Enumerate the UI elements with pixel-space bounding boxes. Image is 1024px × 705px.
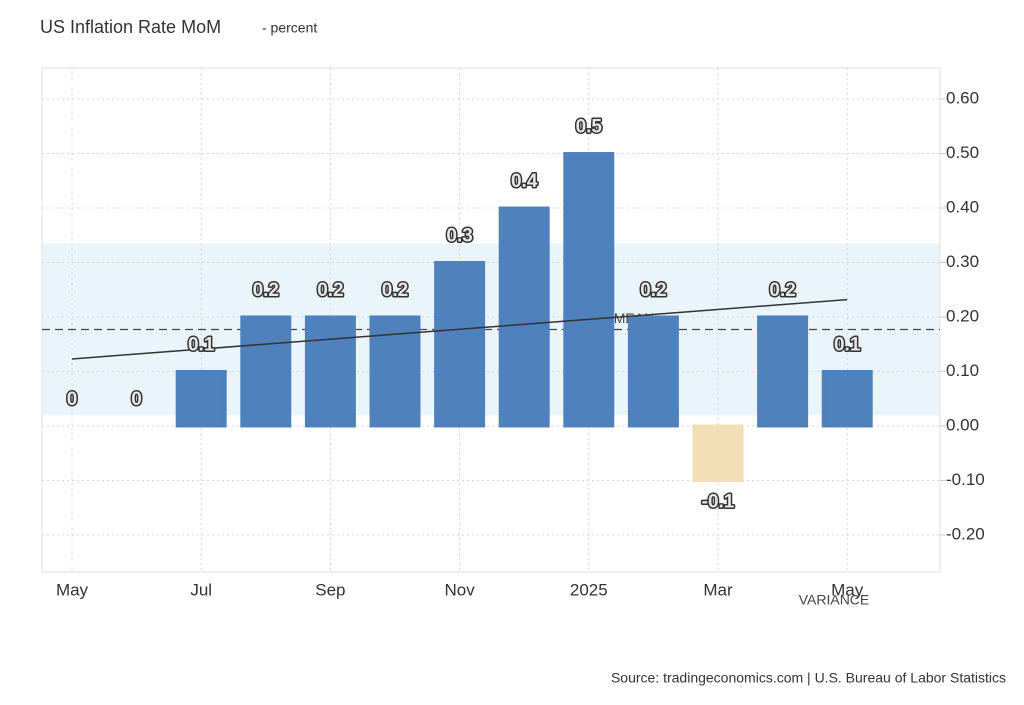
value-label: -0.1	[702, 491, 735, 512]
y-tick-label: 0.20	[946, 306, 979, 325]
value-label: 0	[67, 389, 78, 410]
chart-subtitle: - percent	[262, 20, 317, 36]
y-tick-label: 0.50	[946, 143, 979, 162]
bar	[434, 261, 486, 428]
value-label: 0.2	[640, 280, 666, 301]
bar	[692, 424, 744, 482]
y-tick-label: 0.10	[946, 361, 979, 380]
x-tick-label: Nov	[444, 580, 475, 599]
value-label: 0.1	[834, 335, 861, 356]
bar	[563, 152, 615, 428]
variance-label: VARIANCE	[799, 592, 870, 608]
value-label: 0.2	[769, 280, 795, 301]
trend-line	[71, 298, 848, 360]
bar	[821, 369, 873, 428]
x-tick-label: May	[831, 580, 864, 599]
value-label: 0.1	[188, 335, 215, 356]
bar	[175, 369, 227, 428]
x-tick-label: 2025	[570, 580, 608, 599]
bar	[627, 315, 679, 428]
bar	[304, 315, 356, 428]
x-tick-label: Mar	[703, 580, 733, 599]
y-tick-label: 0.30	[946, 252, 979, 271]
value-label: 0.2	[253, 280, 279, 301]
value-label: 0.3	[446, 226, 472, 247]
y-tick-label: 0.60	[946, 89, 979, 108]
bar	[369, 315, 421, 428]
value-label: 0.2	[382, 280, 408, 301]
value-label: 0.5	[576, 117, 603, 138]
value-label: 0.4	[511, 171, 538, 192]
plot-frame	[41, 67, 941, 573]
bar	[757, 315, 809, 428]
x-tick-label: May	[56, 580, 89, 599]
x-tick-label: Sep	[315, 580, 345, 599]
y-tick-label: -0.20	[946, 524, 985, 543]
y-tick-label: 0.40	[946, 198, 979, 217]
bar	[498, 206, 550, 428]
chart-title: US Inflation Rate MoM	[40, 17, 221, 37]
y-tick-label: -0.10	[946, 470, 985, 489]
value-label: 0	[131, 389, 142, 410]
bar	[240, 315, 292, 428]
y-tick-label: 0.00	[946, 415, 979, 434]
value-label: 0.2	[317, 280, 343, 301]
x-tick-label: Jul	[190, 580, 212, 599]
source: Source: tradingeconomics.com | U.S. Bure…	[611, 670, 1006, 686]
